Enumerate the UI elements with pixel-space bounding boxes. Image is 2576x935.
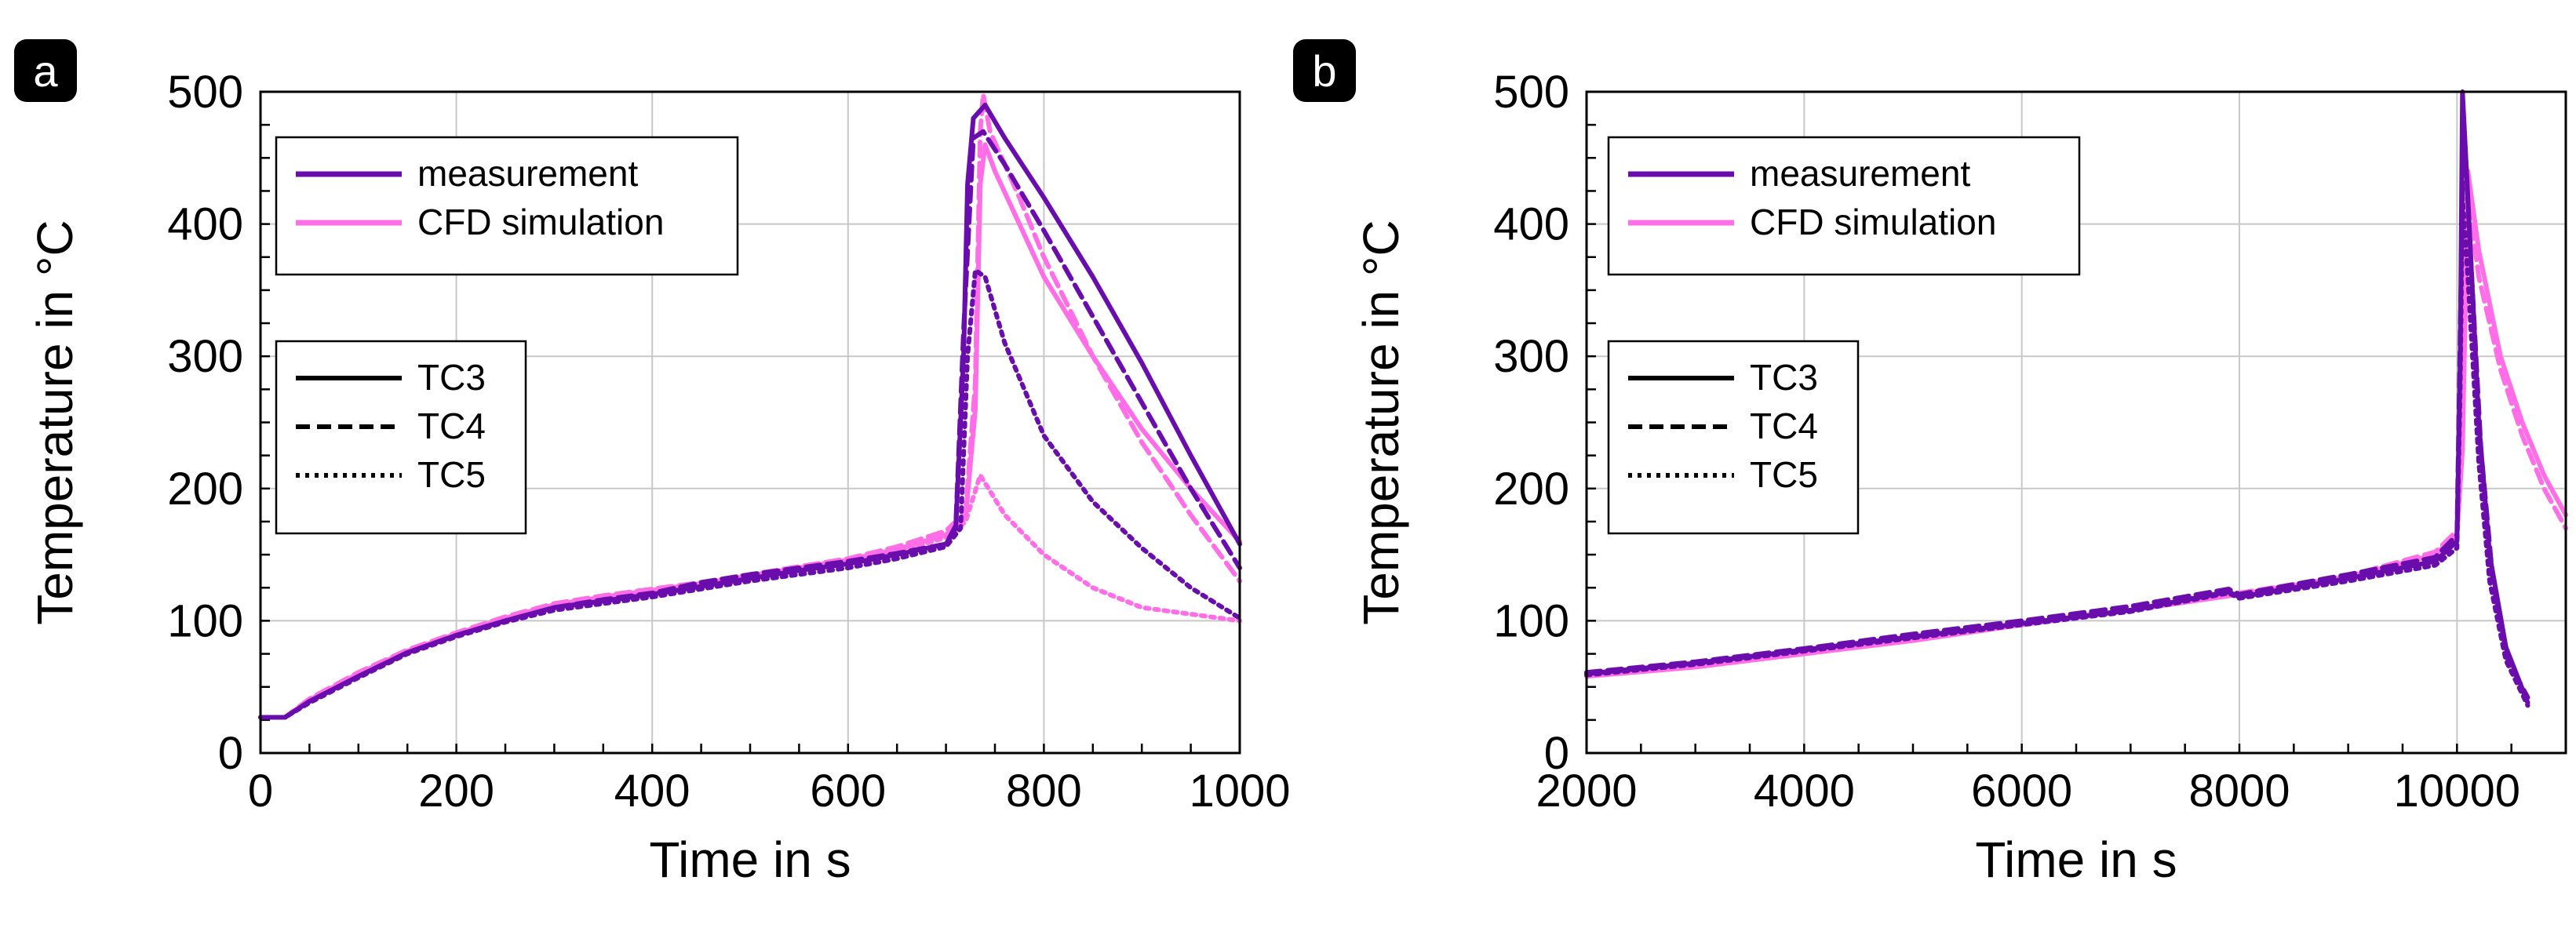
x-tick-label: 1000 <box>1189 766 1290 817</box>
style-legend-box <box>1607 340 1860 535</box>
x-tick-label: 6000 <box>1971 766 2072 817</box>
y-tick-labels: 0 100 200 300 400 500 <box>167 67 243 779</box>
x-tick-label: 4000 <box>1754 766 1855 817</box>
legend-label: measurement <box>1750 153 1970 194</box>
x-tick-label: 800 <box>1006 766 1082 817</box>
y-tick-label: 300 <box>1493 331 1569 382</box>
legend-label: measurement <box>417 153 638 194</box>
legend-label: TC5 <box>1750 454 1818 495</box>
panel-label: a <box>14 39 77 102</box>
x-tick-label: 400 <box>614 766 690 817</box>
y-tick-label: 400 <box>1493 199 1569 250</box>
color-legend-box <box>275 136 739 276</box>
legend-label: TC5 <box>417 454 486 495</box>
series-line-measurement-tc5 <box>1584 195 2530 708</box>
legend-label: TC4 <box>417 406 486 446</box>
y-tick-label: 200 <box>167 464 243 515</box>
y-tick-label: 0 <box>218 728 243 779</box>
y-tick-label: 0 <box>1544 728 1569 779</box>
style-legend-entry: TC5 <box>296 454 486 495</box>
x-tick-labels: 0 200 400 600 800 1000 <box>248 766 1291 817</box>
x-tick-label: 600 <box>810 766 886 817</box>
y-tick-label: 400 <box>167 199 243 250</box>
panel-label-text: a <box>33 46 58 96</box>
y-tick-label: 500 <box>167 67 243 118</box>
series-lines <box>1584 89 2568 708</box>
y-axis-title: Temperature in °C <box>27 220 83 624</box>
x-tick-label: 8000 <box>2188 766 2290 817</box>
y-tick-label: 500 <box>1493 67 1569 118</box>
panel-label-box <box>14 39 77 102</box>
style-legend-box <box>275 340 527 535</box>
color-legend-entry: measurement <box>1628 153 1970 194</box>
series-line-measurement-tc5 <box>258 267 1242 720</box>
x-axis-title: Time in s <box>1975 831 2177 888</box>
panel-a: 0 200 400 600 800 1000 0 100 200 300 400 500 Time in… <box>14 39 1291 888</box>
x-tick-labels: 2000 4000 6000 8000 10000 <box>1536 766 2520 817</box>
color-legend-box <box>1607 136 2081 276</box>
x-tick-label: 2000 <box>1536 766 1637 817</box>
legend-label: CFD simulation <box>1750 202 1996 242</box>
y-tick-labels: 0 100 200 300 400 500 <box>1493 67 1569 779</box>
plot-frame <box>1585 90 2567 755</box>
panel-label-text: b <box>1312 46 1336 96</box>
color-legend-entry: CFD simulation <box>1628 202 1996 242</box>
y-tick-label: 100 <box>167 595 243 646</box>
color-legend-entry: measurement <box>296 153 638 194</box>
y-tick-label: 200 <box>1493 464 1569 515</box>
x-axis-title: Time in s <box>649 831 851 888</box>
color-legend-entry: CFD simulation <box>296 202 664 242</box>
style-legend-entry: TC4 <box>296 406 486 446</box>
color-legend: measurement CFD simulation <box>275 136 739 276</box>
x-tick-label: 10000 <box>2394 766 2520 817</box>
style-legend: TC3 TC4 TC5 <box>1607 340 1860 535</box>
style-legend-entry: TC3 <box>1628 357 1818 398</box>
x-tick-label: 200 <box>418 766 494 817</box>
legend-label: TC3 <box>417 357 486 398</box>
series-lines <box>258 92 1242 720</box>
y-tick-label: 300 <box>167 331 243 382</box>
style-legend-entry: TC3 <box>296 357 486 398</box>
color-legend: measurement CFD simulation <box>1607 136 2081 276</box>
legend-label: TC3 <box>1750 357 1818 398</box>
style-legend: TC3 TC4 TC5 <box>275 340 527 535</box>
panel-label-box <box>1293 39 1356 102</box>
x-tick-label: 0 <box>248 766 273 817</box>
style-legend-entry: TC5 <box>1628 454 1818 495</box>
panel-b: 2000 4000 6000 8000 10000 0 100 200 300 400 500 Tim… <box>1293 39 2568 888</box>
legend-label: CFD simulation <box>417 202 664 242</box>
style-legend-entry: TC4 <box>1628 406 1818 446</box>
plot-frame <box>259 90 1241 755</box>
y-axis-title: Temperature in °C <box>1353 220 1409 624</box>
series-line-measurement-tc4 <box>1584 115 2530 700</box>
panel-label: b <box>1293 39 1356 102</box>
y-tick-label: 100 <box>1493 595 1569 646</box>
minor-ticks <box>1585 90 2567 755</box>
legend-label: TC4 <box>1750 406 1818 446</box>
